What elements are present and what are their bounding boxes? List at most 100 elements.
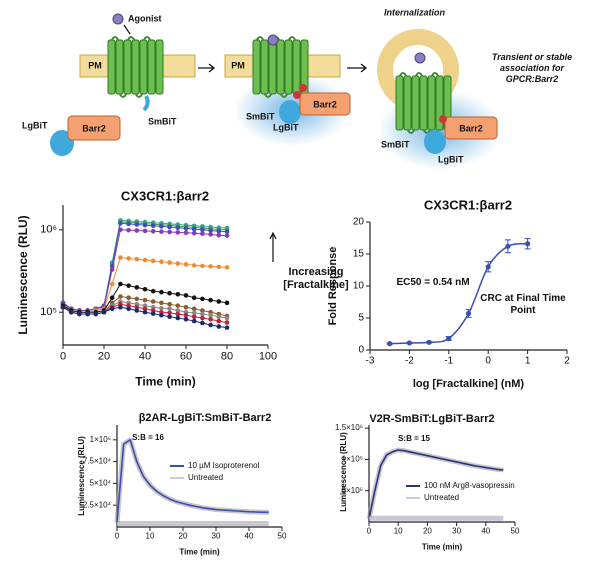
x-tick-label: 40 [139,351,151,363]
barr2-box [299,92,351,116]
data-point [142,286,148,292]
data-point [208,312,213,318]
data-point [126,295,131,300]
y-axis-label: Luminescence (RLU) [16,215,30,334]
data-point [167,260,172,265]
data-point [183,230,189,236]
data-point [150,288,156,294]
data-point [175,315,181,321]
data-point [126,283,131,288]
data-point [134,228,140,233]
data-point [167,301,172,307]
data-point [224,229,230,234]
x-tick-label: 0 [367,527,372,536]
y-tick-label: 20 [353,217,365,228]
data-point [175,225,181,231]
data-point [159,229,164,234]
data-point [191,318,197,324]
annotation: Increasing [Fractalkine] [283,266,349,292]
data-point [142,309,148,315]
data-point [134,222,140,227]
data-point [85,311,90,317]
data-point [142,257,148,263]
x-tick-label: 80 [221,351,233,363]
x-tick-label: 30 [452,527,461,536]
label: LgBiT [22,120,48,130]
data-point [142,228,148,234]
data-point [216,232,222,238]
data-point [505,243,511,249]
data-point [191,263,197,268]
data-point [167,290,172,296]
x-axis-label: log [Fractalkine] (nM) [413,378,525,390]
phospho [299,84,307,92]
data-point [118,255,123,260]
y-tick-label: 1×10⁶ [342,455,363,464]
data-point [191,226,197,232]
x-tick-label: 1 [525,356,531,367]
phospho [439,115,447,123]
data-point [118,227,123,233]
x-tick-label: 10 [394,527,403,536]
data-point [167,229,172,235]
x-tick-label: 20 [423,527,432,536]
label: SmBiT [148,116,177,126]
x-tick-label: 0 [60,351,66,363]
data-point [150,304,156,310]
arrow [269,231,277,262]
data-point [446,335,452,342]
x-tick-label: 60 [180,351,192,363]
data-point [159,300,164,306]
legend-label: 10 µM Isoproterenol [188,461,260,470]
chart-title: V2R-SmBiT:LgBiT-Barr2 [369,413,494,425]
data-point [101,309,107,315]
data-point [109,306,115,312]
data-point [200,320,205,326]
data-point [465,310,472,317]
label: LgBiT [273,122,299,132]
data-point [183,293,189,298]
data-point [159,305,164,311]
label: LgBiT [438,154,464,164]
lgbit-icon [424,130,446,154]
y-tick-label: 5 [358,313,364,324]
data-point [191,310,197,316]
data-point [208,322,213,328]
data-point [175,261,181,266]
label: SmBiT [381,139,410,149]
data-point [150,311,156,316]
receptor [395,72,452,134]
data-point [134,304,140,310]
label: SmBiT [246,111,275,121]
data-point [183,317,189,322]
data-point [134,285,140,290]
agonist-icon [112,13,124,25]
data-point [224,233,230,238]
data-point [200,231,205,236]
data-point [109,295,115,300]
data-point [142,306,148,312]
data-point [175,311,181,317]
data-point [167,310,172,316]
data-point [224,325,230,330]
x-tick-label: 0 [485,356,491,367]
data-point [118,220,123,226]
data-point [200,311,205,317]
y-axis-label: Fold Response [327,247,339,326]
data-point [183,304,189,310]
label: Barr2 [82,123,106,133]
data-point [183,226,189,231]
data-point [167,314,172,320]
data-point [159,224,164,229]
data-point [216,318,222,324]
x-tick-label: 20 [98,351,110,363]
y-axis-label: Luminescence (RLU) [77,436,86,516]
data-point [118,281,123,287]
x-tick-label: 0 [115,532,120,541]
data-point [109,267,115,272]
x-tick-label: 20 [179,532,188,541]
label: PM [231,60,245,70]
data-point [126,256,131,261]
data-point [216,264,222,270]
